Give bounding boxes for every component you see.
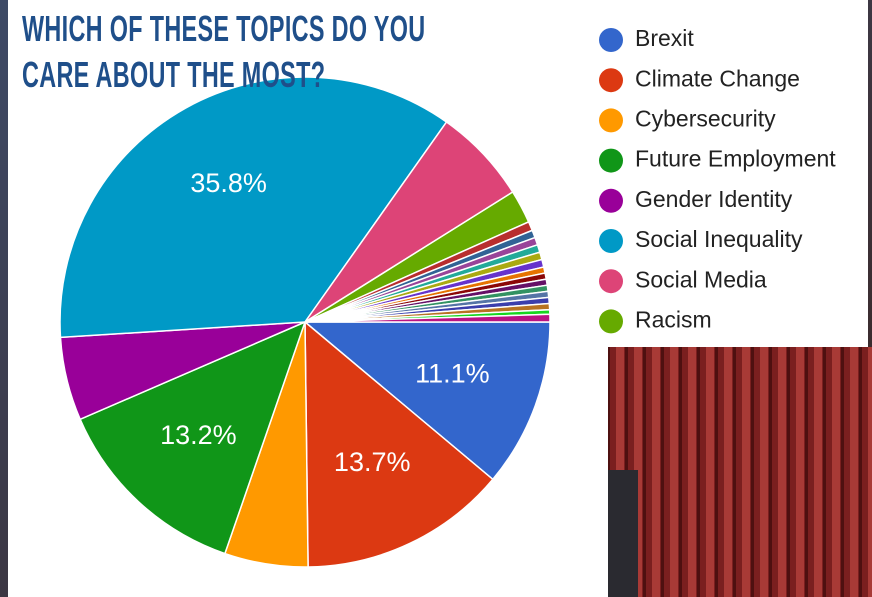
legend-swatch bbox=[599, 229, 623, 253]
curtain-photo bbox=[608, 347, 872, 597]
chart-title: WHICH OF THESE TOPICS DO YOU CARE ABOUT … bbox=[22, 8, 426, 95]
legend-swatch bbox=[599, 108, 623, 133]
person-photo bbox=[608, 470, 638, 597]
pie-slice bbox=[304, 313, 551, 323]
data-label: 11.1% bbox=[415, 359, 490, 389]
pie-slice bbox=[302, 321, 551, 481]
legend-swatch bbox=[599, 68, 623, 93]
legend-swatch bbox=[599, 309, 623, 334]
legend-label: Climate Change bbox=[635, 65, 800, 91]
data-label: 13.2% bbox=[160, 420, 237, 450]
legend-swatch bbox=[599, 28, 623, 52]
legend-label: Racism bbox=[635, 306, 712, 332]
legend-panel bbox=[570, 0, 868, 347]
legend-label: Gender Identity bbox=[635, 186, 793, 212]
legend-label: Future Employment bbox=[635, 146, 836, 172]
pie-slice bbox=[304, 320, 494, 568]
legend-label: Brexit bbox=[635, 25, 694, 51]
legend-swatch bbox=[599, 269, 623, 294]
legend-swatch bbox=[599, 188, 623, 213]
data-label: 35.8% bbox=[190, 168, 267, 198]
legend: Brexit Climate Change Cybersecurity Future … bbox=[599, 25, 836, 334]
legend-label: Cybersecurity bbox=[635, 105, 776, 131]
pie-slice bbox=[79, 320, 307, 555]
pie: 11.1% 13.7% 13.2% 35.8% bbox=[59, 76, 551, 568]
legend-swatch bbox=[599, 148, 623, 173]
pie-slice bbox=[59, 76, 448, 339]
data-label: 13.7% bbox=[334, 447, 411, 477]
legend-label: Social Media bbox=[635, 266, 767, 292]
legend-label: Social Inequality bbox=[635, 226, 803, 252]
